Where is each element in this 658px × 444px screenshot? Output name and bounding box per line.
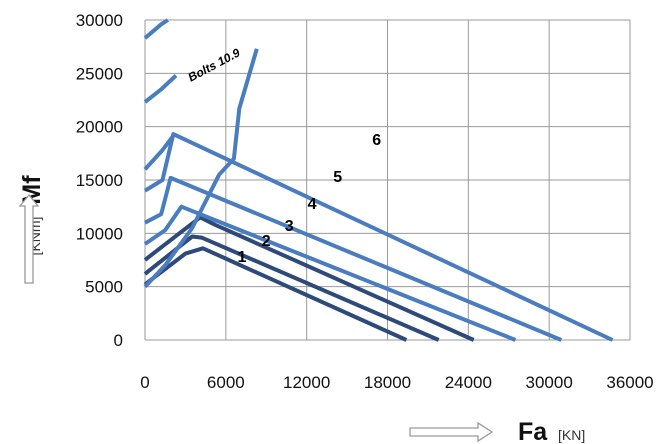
x-tick-label: 36000	[606, 373, 653, 392]
x-tick-label: 6000	[207, 373, 245, 392]
series-label: 5	[333, 169, 342, 186]
series-line-3	[143, 215, 475, 342]
series-line-4	[143, 204, 517, 342]
series-label: 6	[372, 132, 381, 149]
series-line-2	[143, 234, 440, 342]
y-tick-label: 10000	[76, 224, 123, 243]
right-arrow-icon	[409, 421, 494, 443]
series-label: 2	[262, 233, 271, 250]
y-tick-labels: 0 5000 10000 15000 20000 25000 30000	[76, 11, 123, 350]
x-tick-label: 30000	[526, 373, 573, 392]
series-line-extra-6	[143, 132, 177, 171]
up-arrow-icon	[18, 193, 40, 284]
grid	[144, 19, 631, 341]
bolts-line	[143, 48, 259, 289]
series-line-5	[144, 175, 563, 342]
y-tick-label: 5000	[85, 278, 123, 297]
series-label: 3	[285, 218, 294, 235]
y-tick-label: 20000	[76, 118, 123, 137]
y-tick-label: 25000	[76, 64, 123, 83]
x-tick-labels: 0 6000 12000 18000 24000 30000 36000	[140, 373, 653, 392]
series-label: 4	[308, 196, 317, 213]
x-axis-label: Fa	[518, 418, 548, 444]
y-tick-label: 0	[114, 331, 123, 350]
x-tick-label: 0	[140, 373, 149, 392]
x-tick-label: 24000	[445, 373, 492, 392]
series-line-extra-7	[143, 74, 178, 104]
bolts-annotation: Bolts 10.9	[186, 45, 243, 84]
y-tick-label: 30000	[76, 11, 123, 30]
x-tick-label: 12000	[283, 373, 330, 392]
x-axis-unit: [KN]	[558, 427, 585, 443]
series-label: 1	[238, 249, 247, 266]
series-lines	[143, 18, 614, 342]
x-tick-label: 18000	[364, 373, 411, 392]
series-line-extra-8	[143, 18, 169, 40]
y-tick-label: 15000	[76, 171, 123, 190]
series-line-6	[143, 132, 614, 342]
